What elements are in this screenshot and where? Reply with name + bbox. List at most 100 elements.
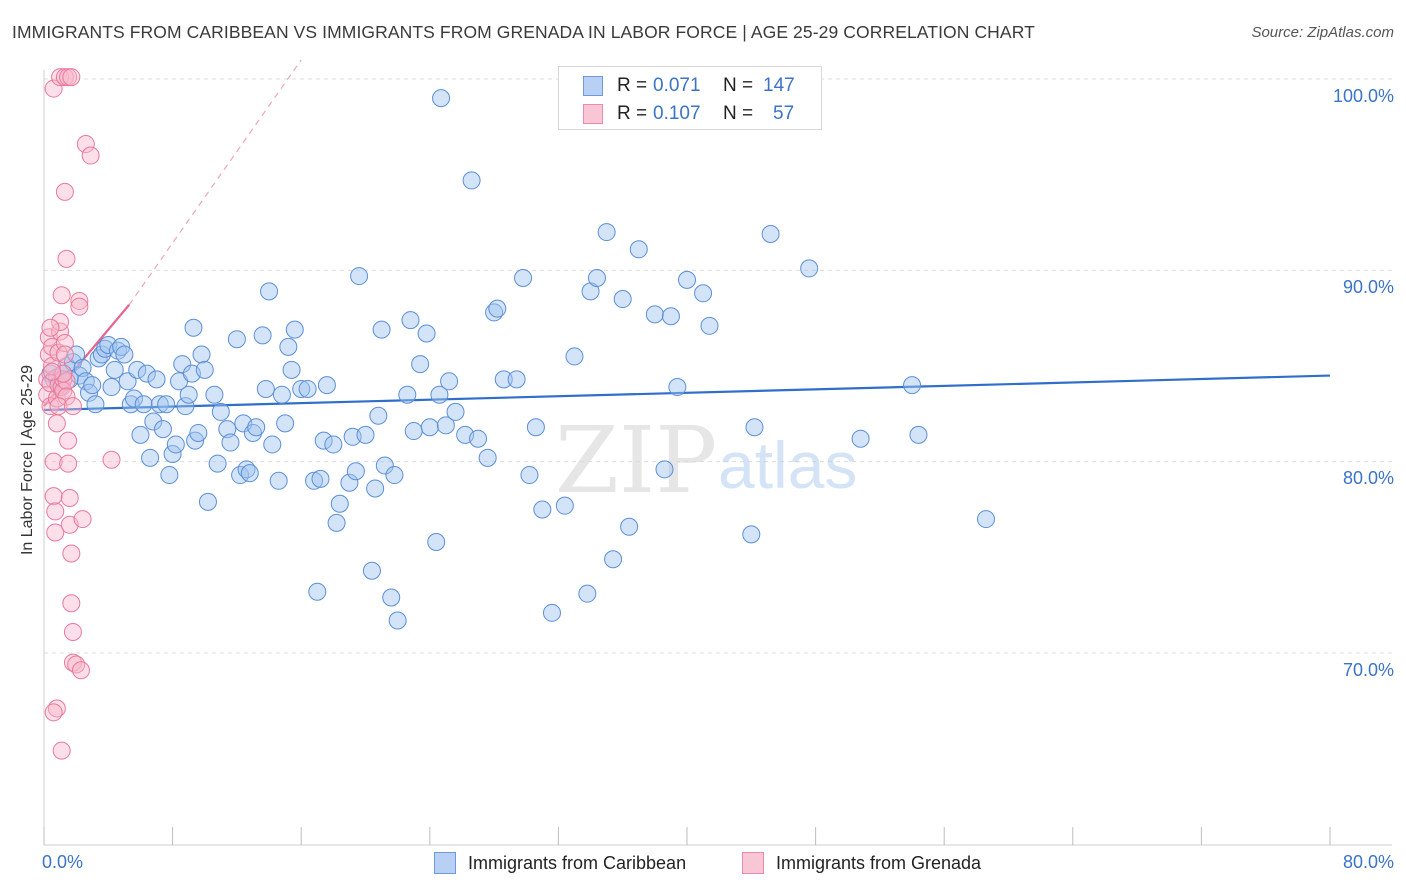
point-grenada xyxy=(62,594,81,613)
point-grenada xyxy=(43,362,62,381)
point-caribbean xyxy=(227,330,246,349)
x-tick-max: 80.0% xyxy=(1342,852,1394,872)
point-caribbean xyxy=(469,429,488,448)
point-caribbean xyxy=(276,414,295,433)
point-caribbean xyxy=(494,370,513,389)
point-caribbean xyxy=(903,376,922,395)
stats-legend: R = 0.071 N = 147 R = 0.107 N = 57 xyxy=(558,66,822,130)
trend-line-grenada xyxy=(43,304,131,407)
point-caribbean xyxy=(308,582,327,601)
point-caribbean xyxy=(189,423,208,442)
point-caribbean xyxy=(565,347,584,366)
point-caribbean xyxy=(157,395,176,414)
point-grenada xyxy=(54,364,73,383)
point-caribbean xyxy=(163,445,182,464)
point-caribbean xyxy=(620,517,639,536)
y-tick-100: 100.0% xyxy=(1332,86,1394,106)
point-grenada xyxy=(71,661,90,680)
point-caribbean xyxy=(604,550,623,569)
point-caribbean xyxy=(800,259,819,278)
point-grenada xyxy=(70,297,89,316)
trend-lines xyxy=(43,59,1331,412)
point-caribbean xyxy=(292,379,311,398)
source-credit: Source: ZipAtlas.com xyxy=(1251,24,1394,41)
point-caribbean xyxy=(144,412,163,431)
y-tick-80: 80.0% xyxy=(1342,468,1394,488)
point-caribbean xyxy=(260,282,279,301)
point-caribbean xyxy=(118,372,137,391)
point-grenada xyxy=(62,68,81,87)
point-caribbean xyxy=(102,378,121,397)
point-caribbean xyxy=(613,290,632,309)
point-caribbean xyxy=(298,379,317,398)
point-caribbean xyxy=(417,324,436,343)
point-caribbean xyxy=(645,305,664,324)
point-caribbean xyxy=(761,224,780,243)
point-caribbean xyxy=(356,425,375,444)
legend-row-caribbean: R = 0.071 N = 147 xyxy=(559,72,795,100)
point-caribbean xyxy=(909,425,928,444)
y-tick-90: 90.0% xyxy=(1342,277,1394,297)
point-caribbean xyxy=(369,406,388,425)
point-caribbean xyxy=(218,420,237,439)
point-caribbean xyxy=(587,268,606,287)
point-caribbean xyxy=(411,355,430,374)
point-grenada xyxy=(102,450,121,469)
point-caribbean xyxy=(115,345,134,364)
legend-row-grenada: R = 0.107 N = 57 xyxy=(559,100,794,128)
point-caribbean xyxy=(661,307,680,326)
point-caribbean xyxy=(221,433,240,452)
point-grenada xyxy=(52,741,71,760)
point-grenada xyxy=(46,523,65,542)
point-grenada xyxy=(39,328,58,347)
point-grenada xyxy=(44,487,63,506)
point-caribbean xyxy=(520,466,539,485)
legend-r-label: R = xyxy=(617,103,648,124)
bottom-legend-swatch-grenada xyxy=(742,852,764,874)
point-caribbean xyxy=(153,420,172,439)
point-caribbean xyxy=(346,462,365,481)
point-caribbean xyxy=(141,448,160,467)
point-caribbean xyxy=(678,270,696,289)
point-caribbean xyxy=(263,435,282,454)
point-caribbean xyxy=(208,454,227,473)
point-grenada xyxy=(59,431,78,450)
point-caribbean xyxy=(105,360,124,379)
point-grenada xyxy=(57,249,76,268)
point-caribbean xyxy=(629,240,648,259)
point-caribbean xyxy=(137,364,156,383)
point-caribbean xyxy=(327,513,346,532)
point-grenada xyxy=(44,703,63,722)
axes xyxy=(43,70,1392,846)
point-caribbean xyxy=(401,311,420,330)
point-grenada xyxy=(44,452,63,471)
point-caribbean xyxy=(388,611,407,630)
point-caribbean xyxy=(184,318,203,337)
point-caribbean xyxy=(742,525,761,544)
point-grenada xyxy=(49,397,68,416)
point-grenada xyxy=(63,397,82,416)
point-grenada xyxy=(76,135,95,154)
bottom-legend-label-caribbean: Immigrants from Caribbean xyxy=(468,852,687,873)
point-grenada xyxy=(73,510,92,529)
point-caribbean xyxy=(121,395,140,414)
point-caribbean xyxy=(694,284,713,303)
bottom-legend-label-grenada: Immigrants from Grenada xyxy=(776,852,982,873)
point-caribbean xyxy=(404,422,423,441)
point-caribbean xyxy=(166,435,185,454)
point-caribbean xyxy=(272,385,291,404)
point-caribbean xyxy=(578,584,597,603)
trend-line-caribbean xyxy=(43,374,1331,412)
point-caribbean xyxy=(305,471,324,490)
point-grenada xyxy=(59,454,78,473)
point-caribbean xyxy=(192,345,211,364)
point-caribbean xyxy=(436,416,455,435)
point-grenada xyxy=(44,79,63,98)
legend-n-label: N = xyxy=(723,103,754,124)
point-caribbean xyxy=(86,395,105,414)
point-caribbean xyxy=(432,89,451,108)
point-caribbean xyxy=(179,385,198,404)
point-caribbean xyxy=(462,171,481,190)
point-caribbean xyxy=(430,385,449,404)
legend-swatch-caribbean xyxy=(583,76,603,96)
